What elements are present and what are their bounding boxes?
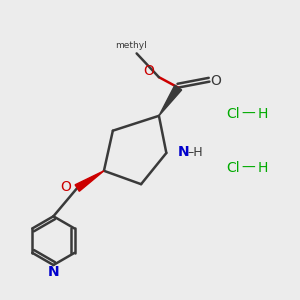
Text: —: — — [241, 107, 255, 121]
Text: —: — — [241, 161, 255, 175]
Text: methyl: methyl — [116, 41, 147, 50]
Text: Cl: Cl — [226, 161, 240, 175]
Text: –H: –H — [188, 146, 203, 159]
Polygon shape — [75, 171, 104, 191]
Text: O: O — [60, 180, 71, 194]
Text: H: H — [258, 161, 268, 175]
Text: Cl: Cl — [226, 107, 240, 121]
Text: N: N — [48, 265, 59, 279]
Text: O: O — [211, 74, 221, 88]
Text: N: N — [178, 145, 189, 159]
Text: H: H — [258, 107, 268, 121]
Polygon shape — [159, 85, 182, 116]
Text: O: O — [143, 64, 154, 78]
